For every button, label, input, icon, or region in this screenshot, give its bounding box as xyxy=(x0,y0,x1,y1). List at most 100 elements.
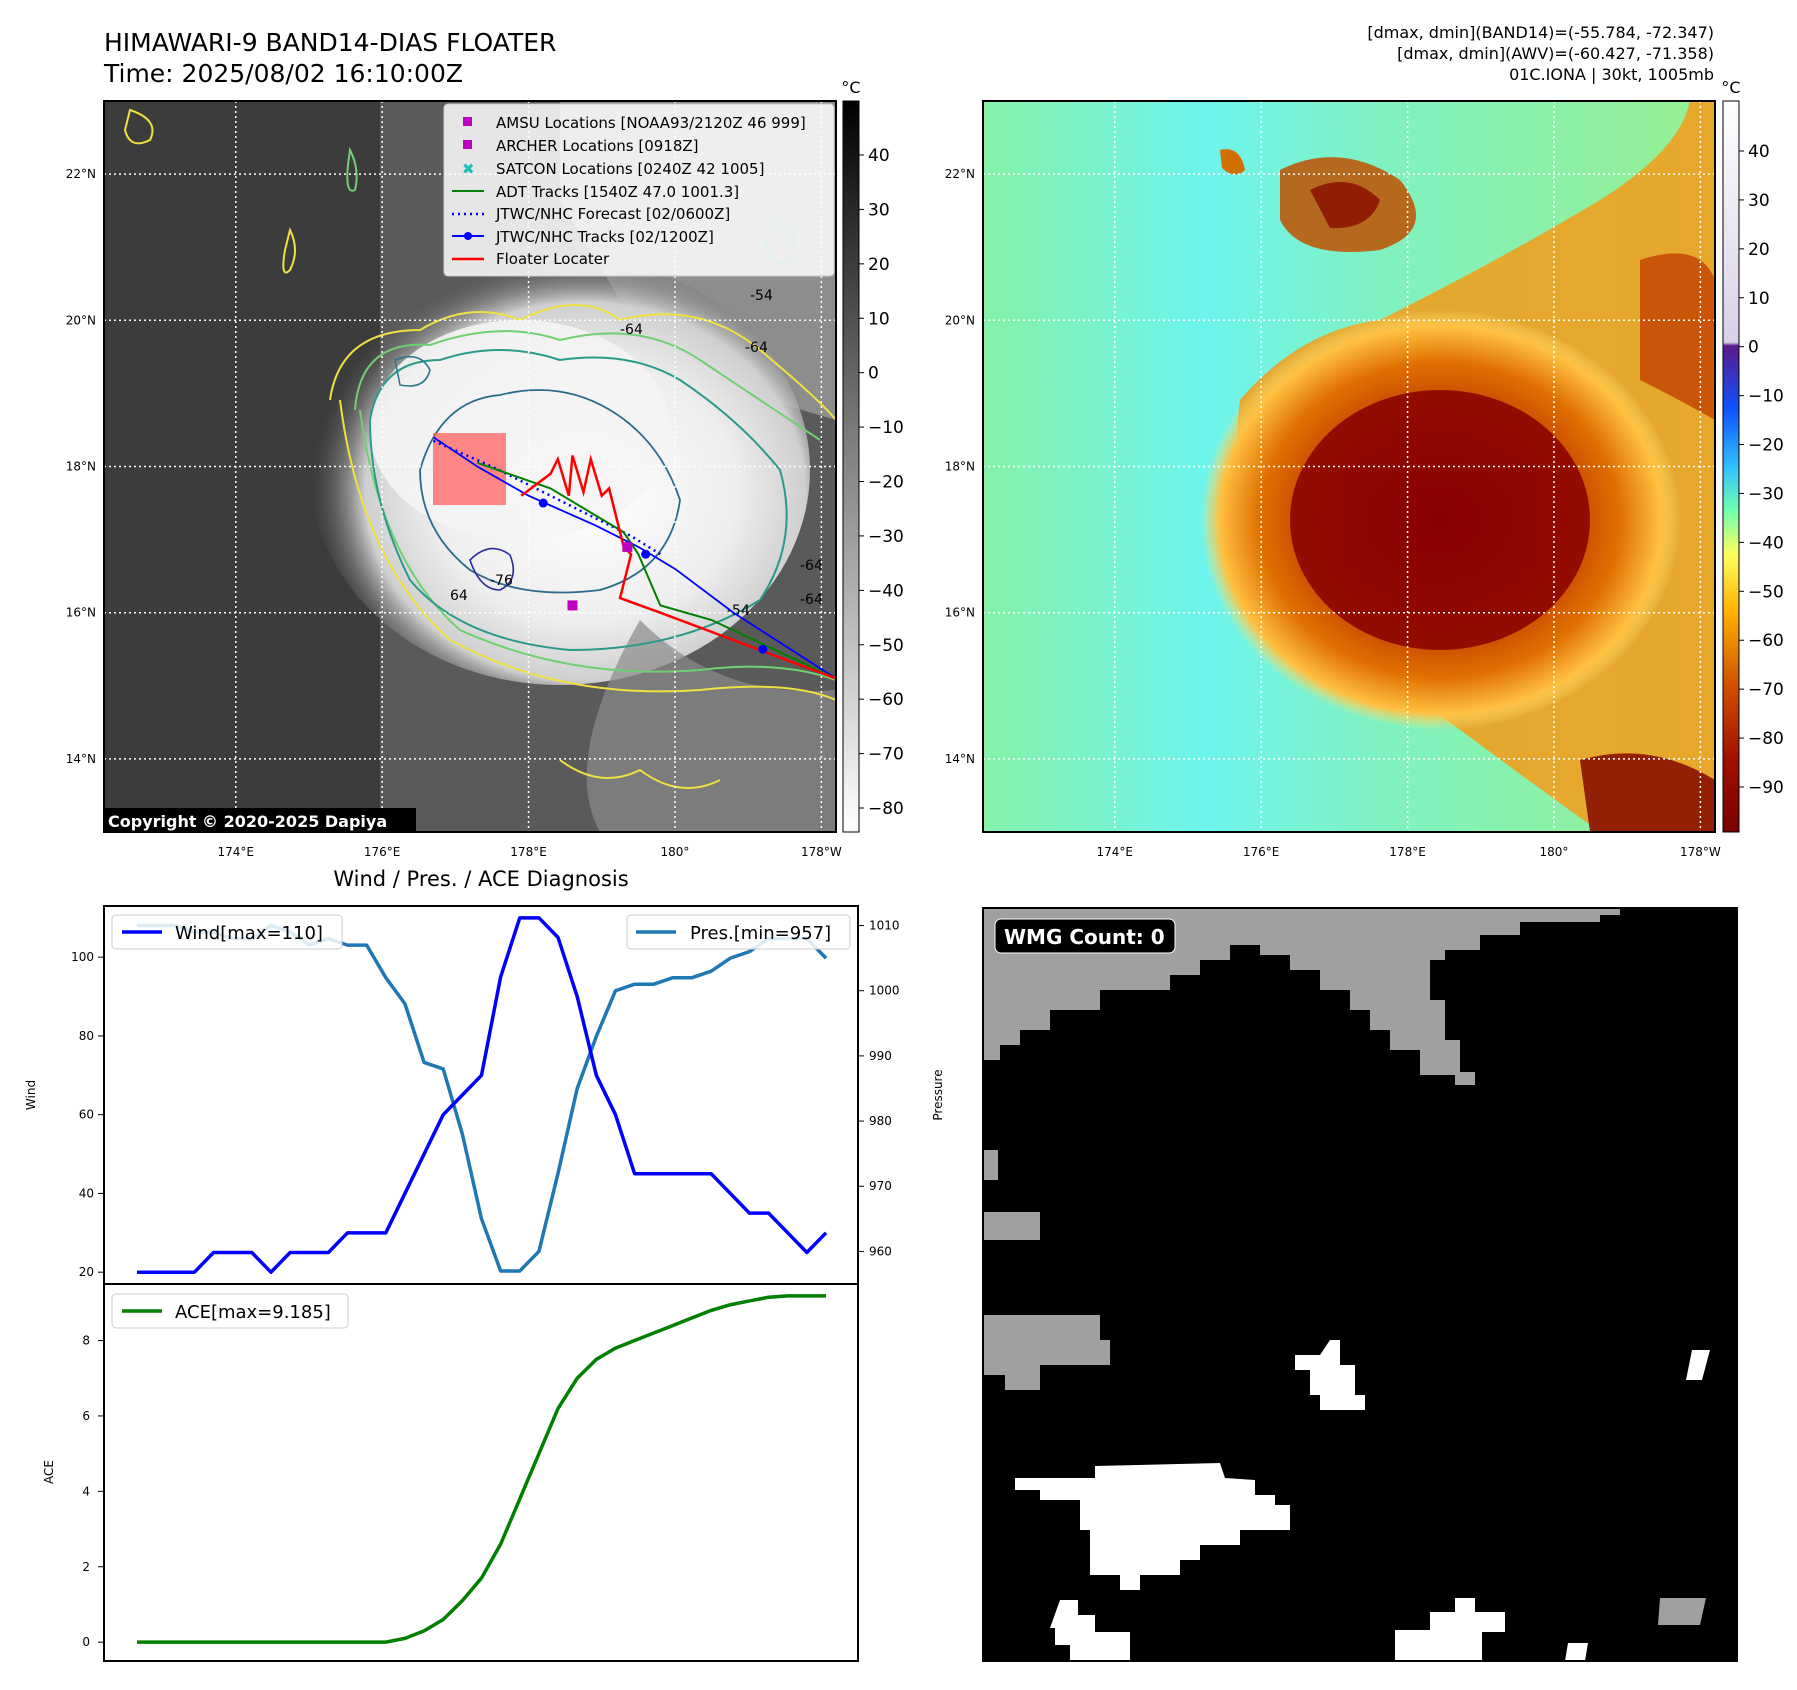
copyright-label: Copyright © 2020-2025 Dapiya xyxy=(108,812,387,831)
color-colorbar-tick: 20 xyxy=(1748,240,1770,260)
color-lon-label: 180° xyxy=(1540,845,1569,859)
color-colorbar-tick: 30 xyxy=(1748,191,1770,211)
ace-tick-label: 6 xyxy=(82,1409,90,1423)
color-colorbar-unit: °C xyxy=(1721,78,1740,97)
map-legend: AMSU Locations [NOAA93/2120Z 46 999] ARC… xyxy=(443,103,835,277)
wmg-count-label: WMG Count: 0 xyxy=(1004,925,1165,949)
color-map-panel: 22°N 20°N 18°N 16°N 14°N 174°E 176°E 178°E 180° 1… xyxy=(945,78,1784,859)
ir-colorbar-unit: °C xyxy=(841,78,860,97)
figure-title: HIMAWARI-9 BAND14-DIAS FLOATER xyxy=(104,28,556,57)
legend-forecast: JTWC/NHC Forecast [02/0600Z] xyxy=(495,205,730,223)
wind-axis-label: Wind xyxy=(24,1080,38,1110)
contour-label: -54 xyxy=(727,603,750,619)
wind-tick-label: 80 xyxy=(79,1029,94,1043)
ace-tick-label: 8 xyxy=(82,1334,90,1348)
pres-tick-label: 1010 xyxy=(869,919,900,933)
wind-tick-label: 40 xyxy=(79,1186,94,1200)
info-band14-range: [dmax, dmin](BAND14)=(-55.784, -72.347) xyxy=(1367,23,1714,42)
wmg-panel: WMG Count: 0 xyxy=(982,907,1738,1662)
ir-lon-label: 178°W xyxy=(801,845,842,859)
ace-legend: ACE[max=9.185] xyxy=(111,1293,349,1329)
color-lon-label: 178°E xyxy=(1389,845,1426,859)
ir-lat-label: 18°N xyxy=(66,460,96,474)
ir-map-panel: -54 -64 -64 -76 64 -54 -64 -64 22°N 20°N 1… xyxy=(66,78,904,859)
color-colorbar xyxy=(1722,100,1740,833)
ace-axes xyxy=(103,1283,859,1662)
pres-tick-label: 960 xyxy=(869,1244,892,1258)
storm-tracks xyxy=(432,436,836,680)
pres-tick-label: 1000 xyxy=(869,984,900,998)
color-colorbar-tick: −20 xyxy=(1748,436,1784,456)
ir-lat-label: 20°N xyxy=(66,313,96,327)
forecast-track-line xyxy=(432,439,661,556)
satcon-legend-marker: ✖ xyxy=(462,160,475,178)
color-colorbar-tick: 10 xyxy=(1748,289,1770,309)
color-colorbar-tick: −40 xyxy=(1748,533,1784,553)
pres-legend: Pres.[min=957] xyxy=(626,914,851,950)
ir-lon-label: 178°E xyxy=(510,845,547,859)
ir-colorbar-tick: 10 xyxy=(868,309,890,329)
amsu-location xyxy=(622,541,633,552)
amsu-location xyxy=(567,600,578,611)
color-colorbar-tick: −90 xyxy=(1748,778,1784,798)
ace-tick-label: 4 xyxy=(82,1484,90,1498)
color-colorbar-tick: 0 xyxy=(1748,338,1759,358)
color-lon-label: 178°W xyxy=(1680,845,1721,859)
legend-archer: ARCHER Locations [0918Z] xyxy=(496,137,699,155)
pres-tick-label: 970 xyxy=(869,1179,892,1193)
ace-tick-label: 2 xyxy=(82,1560,90,1574)
color-lat-label: 20°N xyxy=(945,313,975,327)
wmg-mask xyxy=(983,908,1737,1661)
color-lat-label: 16°N xyxy=(945,606,975,620)
adt-track-line xyxy=(476,461,836,680)
diagnosis-title: Wind / Pres. / ACE Diagnosis xyxy=(333,867,628,891)
ir-colorbar-tick: −60 xyxy=(868,690,904,710)
color-lon-label: 174°E xyxy=(1097,845,1134,859)
color-colorbar-tick: −10 xyxy=(1748,387,1784,407)
color-colorbar-tick: 40 xyxy=(1748,142,1770,162)
color-lat-label: 22°N xyxy=(945,167,975,181)
pres-tick-label: 980 xyxy=(869,1114,892,1128)
ace-axis-label: ACE xyxy=(42,1460,56,1484)
ir-lon-label: 176°E xyxy=(364,845,401,859)
diagnosis-panel: Wind / Pres. / ACE Diagnosis Wind Pressu… xyxy=(24,867,945,1662)
figure-time: Time: 2025/08/02 16:10:00Z xyxy=(103,59,463,88)
pres-tick-label: 990 xyxy=(869,1049,892,1063)
ir-colorbar-tick: −10 xyxy=(868,418,904,438)
color-colorbar-tick: −60 xyxy=(1748,631,1784,651)
legend-satcon: SATCON Locations [0240Z 42 1005] xyxy=(496,160,764,178)
info-awv-range: [dmax, dmin](AWV)=(-60.427, -71.358) xyxy=(1397,44,1714,63)
tracks-legend-dot xyxy=(464,232,472,240)
color-lon-label: 176°E xyxy=(1243,845,1280,859)
info-storm: 01C.IONA | 30kt, 1005mb xyxy=(1509,65,1714,84)
ir-colorbar-tick: 30 xyxy=(868,200,890,220)
wind-pres-axes xyxy=(103,905,859,1285)
wind-legend: Wind[max=110] xyxy=(111,914,343,950)
contour-label: -64 xyxy=(800,592,823,608)
jtwc-track-point xyxy=(641,549,651,559)
color-colorbar-tick: −30 xyxy=(1748,484,1784,504)
wind-tick-label: 100 xyxy=(71,950,94,964)
amsu-legend-marker xyxy=(463,117,472,126)
jtwc-track-point xyxy=(758,644,768,654)
ace-series-line xyxy=(137,1294,826,1644)
jtwc-track-line xyxy=(432,436,836,680)
color-imagery xyxy=(983,101,1715,832)
ir-colorbar-tick: 0 xyxy=(868,364,879,384)
legend-tracks: JTWC/NHC Tracks [02/1200Z] xyxy=(495,228,714,246)
jtwc-track-point xyxy=(538,498,548,508)
pressure-axis-label: Pressure xyxy=(931,1069,945,1120)
wind-tick-label: 20 xyxy=(79,1265,94,1279)
contour-label: 64 xyxy=(450,588,468,604)
ir-lat-label: 22°N xyxy=(66,167,96,181)
ir-lat-label: 16°N xyxy=(66,606,96,620)
ir-colorbar-tick: −20 xyxy=(868,473,904,493)
ir-colorbar-tick: 40 xyxy=(868,146,890,166)
color-colorbar-tick: −80 xyxy=(1748,729,1784,749)
archer-legend-marker xyxy=(463,140,472,149)
ir-lat-label: 14°N xyxy=(66,752,96,766)
contour-label: -64 xyxy=(745,340,768,356)
ir-colorbar-tick: −40 xyxy=(868,581,904,601)
color-colorbar-tick: −70 xyxy=(1748,680,1784,700)
